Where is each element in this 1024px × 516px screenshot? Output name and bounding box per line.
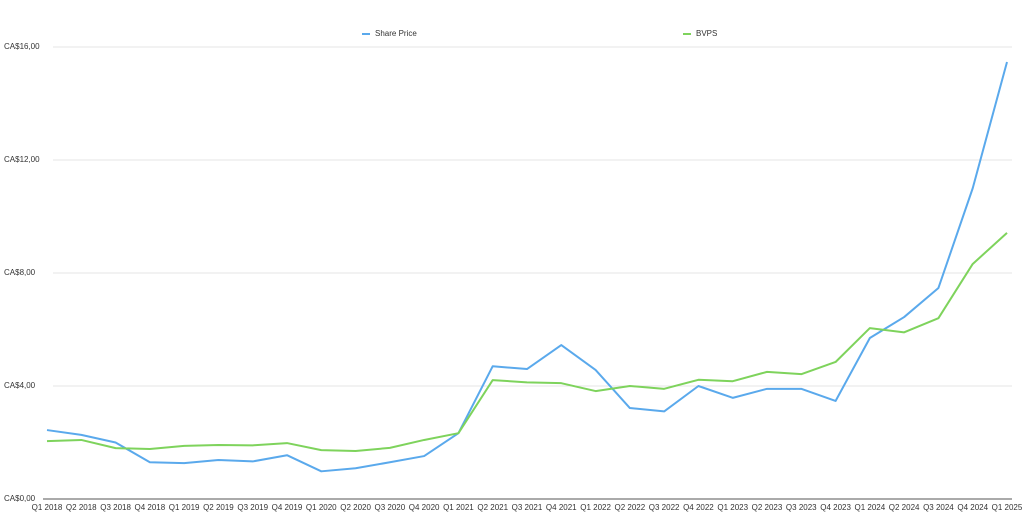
y-tick-label: CA$12,00	[4, 155, 40, 164]
x-tick-label: Q2 2021	[477, 503, 508, 512]
x-tick-label: Q3 2022	[649, 503, 680, 512]
x-tick-label: Q3 2020	[375, 503, 406, 512]
x-tick-label: Q4 2024	[957, 503, 988, 512]
x-tick-label: Q2 2020	[340, 503, 371, 512]
y-tick-label: CA$16,00	[4, 42, 40, 51]
x-tick-label: Q2 2018	[66, 503, 97, 512]
series-line	[46, 61, 1008, 473]
y-tick-label: CA$8,00	[4, 268, 36, 277]
x-tick-label: Q4 2021	[546, 503, 577, 512]
x-tick-label: Q2 2024	[889, 503, 920, 512]
x-tick-label: Q3 2023	[786, 503, 817, 512]
x-tick-label: Q1 2018	[32, 503, 63, 512]
series-line	[46, 232, 1008, 452]
x-tick-label: Q3 2018	[100, 503, 131, 512]
x-tick-label: Q2 2019	[203, 503, 234, 512]
x-tick-label: Q4 2018	[135, 503, 166, 512]
x-tick-label: Q1 2020	[306, 503, 337, 512]
x-tick-label: Q1 2022	[580, 503, 611, 512]
y-tick-label: CA$4,00	[4, 381, 36, 390]
x-tick-label: Q4 2022	[683, 503, 714, 512]
x-tick-label: Q3 2021	[512, 503, 543, 512]
legend-label: BVPS	[696, 29, 717, 38]
x-tick-label: Q1 2021	[443, 503, 474, 512]
x-tick-label: Q2 2023	[752, 503, 783, 512]
y-tick-label: CA$0,00	[4, 494, 36, 503]
x-tick-label: Q4 2020	[409, 503, 440, 512]
x-tick-label: Q2 2022	[615, 503, 646, 512]
x-tick-label: Q1 2023	[717, 503, 748, 512]
x-tick-label: Q4 2023	[820, 503, 851, 512]
x-tick-label: Q4 2019	[272, 503, 303, 512]
x-tick-label: Q1 2019	[169, 503, 200, 512]
x-tick-label: Q1 2025	[992, 503, 1023, 512]
legend-label: Share Price	[375, 29, 417, 38]
x-tick-label: Q3 2024	[923, 503, 954, 512]
x-tick-label: Q1 2024	[855, 503, 886, 512]
x-tick-label: Q3 2019	[237, 503, 268, 512]
